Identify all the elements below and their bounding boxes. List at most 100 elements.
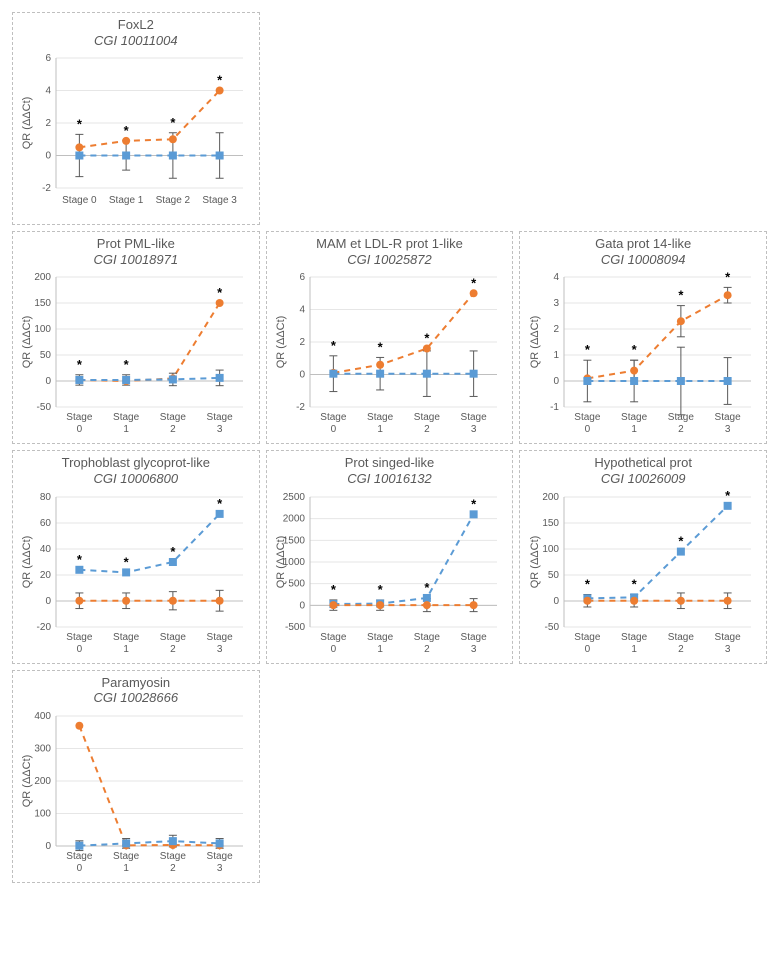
svg-text:150: 150 <box>542 518 559 529</box>
chart-grid: FoxL2CGI 10011004-20246Stage 0Stage 1Sta… <box>12 12 767 883</box>
svg-text:*: * <box>124 554 130 569</box>
panel-title-sub: CGI 10011004 <box>94 33 178 49</box>
svg-text:200: 200 <box>35 776 52 787</box>
svg-text:0: 0 <box>77 644 83 655</box>
panel-tropho: Trophoblast glycoprot-likeCGI 10006800-2… <box>12 450 260 663</box>
svg-text:Stage: Stage <box>207 851 234 862</box>
svg-text:0: 0 <box>299 370 305 381</box>
svg-text:150: 150 <box>35 298 52 309</box>
panel-pml: Prot PML-likeCGI 10018971-50050100150200… <box>12 231 260 444</box>
panel-title-sub: CGI 10018971 <box>94 252 179 268</box>
chart-foxl2: -20246Stage 0Stage 1Stage 2Stage 3QR (ΔΔ… <box>18 52 253 222</box>
svg-text:Stage: Stage <box>207 632 234 643</box>
panel-title-main: Prot PML-like <box>97 236 175 251</box>
empty-cell <box>519 12 767 225</box>
svg-text:0: 0 <box>46 151 52 162</box>
svg-text:Stage: Stage <box>414 632 441 643</box>
svg-text:Stage: Stage <box>367 632 394 643</box>
svg-text:3: 3 <box>553 298 559 309</box>
svg-text:-50: -50 <box>37 402 52 413</box>
svg-text:3: 3 <box>217 644 223 655</box>
svg-text:0: 0 <box>331 644 337 655</box>
panel-title: ParamyosinCGI 10028666 <box>94 675 179 706</box>
panel-title-main: FoxL2 <box>118 17 154 32</box>
svg-text:2: 2 <box>424 424 430 435</box>
panel-title-main: Hypothetical prot <box>594 455 692 470</box>
svg-text:4: 4 <box>46 86 52 97</box>
panel-title-main: MAM et LDL-R prot 1-like <box>316 236 463 251</box>
svg-text:QR (ΔΔCt): QR (ΔΔCt) <box>21 754 33 807</box>
svg-text:Stage: Stage <box>160 851 187 862</box>
empty-cell <box>519 670 767 883</box>
svg-text:*: * <box>585 576 591 591</box>
svg-text:2: 2 <box>170 424 176 435</box>
svg-text:Stage 1: Stage 1 <box>109 195 144 206</box>
svg-text:Stage: Stage <box>113 412 140 423</box>
svg-text:1: 1 <box>631 424 637 435</box>
panel-paramyosin: ParamyosinCGI 100286660100200300400Stage… <box>12 670 260 883</box>
svg-text:QR (ΔΔCt): QR (ΔΔCt) <box>21 316 33 369</box>
svg-text:Stage: Stage <box>160 632 187 643</box>
svg-text:-2: -2 <box>296 402 305 413</box>
svg-text:QR (ΔΔCt): QR (ΔΔCt) <box>529 316 541 369</box>
svg-text:*: * <box>217 73 223 88</box>
svg-text:Stage: Stage <box>714 412 741 423</box>
panel-title: Hypothetical protCGI 10026009 <box>594 455 692 486</box>
chart-singed: -50005001000150020002500Stage0Stage1Stag… <box>272 491 507 661</box>
svg-text:2000: 2000 <box>283 513 306 524</box>
svg-text:QR (ΔΔCt): QR (ΔΔCt) <box>21 535 33 588</box>
svg-text:200: 200 <box>35 272 52 283</box>
svg-text:*: * <box>77 551 83 566</box>
svg-text:*: * <box>331 338 337 353</box>
svg-text:6: 6 <box>46 53 52 64</box>
svg-text:3: 3 <box>471 424 477 435</box>
panel-title: Prot singed-likeCGI 10016132 <box>345 455 435 486</box>
svg-text:*: * <box>725 271 731 284</box>
svg-text:QR (ΔΔCt): QR (ΔΔCt) <box>529 535 541 588</box>
svg-text:1: 1 <box>377 424 383 435</box>
svg-text:40: 40 <box>40 544 52 555</box>
svg-text:Stage: Stage <box>67 412 94 423</box>
svg-text:1: 1 <box>553 350 559 361</box>
svg-text:0: 0 <box>46 596 52 607</box>
svg-text:*: * <box>331 581 337 596</box>
svg-text:*: * <box>378 581 384 596</box>
svg-text:Stage: Stage <box>461 412 488 423</box>
panel-title: Gata prot 14-likeCGI 10008094 <box>595 236 691 267</box>
svg-text:2: 2 <box>553 324 559 335</box>
svg-text:200: 200 <box>542 492 559 503</box>
svg-text:Stage: Stage <box>414 412 441 423</box>
svg-text:300: 300 <box>35 743 52 754</box>
panel-title-sub: CGI 10016132 <box>345 471 435 487</box>
svg-text:2: 2 <box>46 118 52 129</box>
svg-text:Stage: Stage <box>113 632 140 643</box>
svg-text:*: * <box>77 357 83 372</box>
svg-text:2: 2 <box>299 337 305 348</box>
svg-text:4: 4 <box>553 272 559 283</box>
svg-text:0: 0 <box>584 424 590 435</box>
svg-text:-20: -20 <box>37 622 52 633</box>
svg-text:Stage 3: Stage 3 <box>203 195 238 206</box>
svg-text:2: 2 <box>170 863 176 874</box>
svg-text:1: 1 <box>377 644 383 655</box>
svg-text:*: * <box>171 544 177 559</box>
panel-title: Prot PML-likeCGI 10018971 <box>94 236 179 267</box>
chart-paramyosin: 0100200300400Stage0Stage1Stage2Stage3QR … <box>18 710 253 880</box>
svg-text:-500: -500 <box>285 622 305 633</box>
panel-singed: Prot singed-likeCGI 10016132-50005001000… <box>266 450 514 663</box>
panel-title-sub: CGI 10028666 <box>94 690 179 706</box>
svg-text:0: 0 <box>77 863 83 874</box>
chart-mam: -20246Stage0Stage1Stage2Stage3QR (ΔΔCt)*… <box>272 271 507 441</box>
svg-text:0: 0 <box>584 644 590 655</box>
svg-text:Stage 0: Stage 0 <box>62 195 97 206</box>
svg-text:2: 2 <box>678 424 684 435</box>
svg-text:*: * <box>471 496 477 511</box>
chart-gata: -101234Stage0Stage1Stage2Stage3QR (ΔΔCt)… <box>526 271 761 441</box>
panel-title-sub: CGI 10025872 <box>316 252 463 268</box>
panel-title-main: Gata prot 14-like <box>595 236 691 251</box>
svg-text:*: * <box>424 331 430 346</box>
svg-text:Stage: Stage <box>160 412 187 423</box>
svg-text:0: 0 <box>553 376 559 387</box>
svg-text:3: 3 <box>217 424 223 435</box>
svg-text:0: 0 <box>46 376 52 387</box>
